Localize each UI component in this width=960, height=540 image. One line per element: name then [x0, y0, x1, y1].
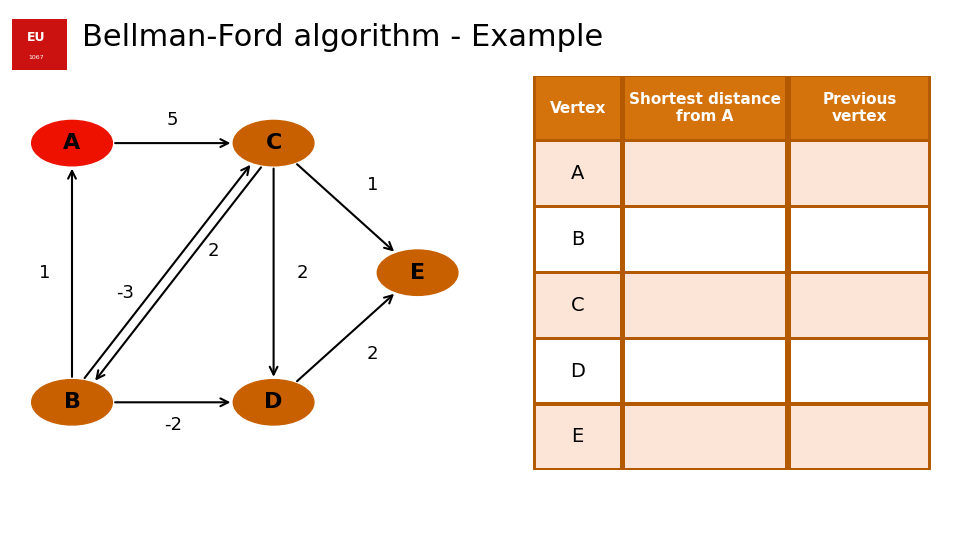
Bar [625, 208, 785, 271]
Text: C: C [265, 133, 282, 153]
Circle shape [32, 380, 112, 425]
Bar [536, 208, 619, 271]
Bar [791, 142, 928, 205]
Circle shape [233, 380, 314, 425]
Text: 1: 1 [367, 176, 378, 194]
Bar [625, 340, 785, 402]
Text: E: E [571, 427, 584, 447]
Bar [791, 274, 928, 336]
Text: Bellman-Ford algorithm - Example: Bellman-Ford algorithm - Example [82, 23, 603, 52]
Text: B: B [63, 392, 81, 413]
Bar [625, 406, 785, 468]
Text: 1: 1 [39, 264, 51, 282]
Bar [625, 77, 785, 139]
Bar [625, 274, 785, 336]
Bar [791, 340, 928, 402]
Text: -2: -2 [164, 416, 181, 434]
Circle shape [32, 120, 112, 166]
Text: A: A [571, 164, 585, 183]
Text: 2: 2 [207, 242, 219, 260]
Text: -3: -3 [116, 284, 133, 302]
Bar [533, 76, 931, 470]
Circle shape [233, 120, 314, 166]
Text: E: E [410, 262, 425, 283]
Text: D: D [264, 392, 283, 413]
Bar [536, 77, 619, 139]
Bar [536, 406, 619, 468]
Text: C: C [571, 296, 585, 315]
Text: B: B [571, 230, 585, 249]
Text: D: D [570, 362, 585, 381]
Bar [791, 77, 928, 139]
Bar [536, 340, 619, 402]
Circle shape [377, 250, 458, 295]
Bar [791, 406, 928, 468]
Bar [625, 142, 785, 205]
Text: Previous
vertex: Previous vertex [823, 92, 897, 124]
Text: 2: 2 [367, 345, 378, 363]
Text: Vertex: Vertex [549, 100, 606, 116]
Bar [791, 208, 928, 271]
Bar [536, 142, 619, 205]
Text: 2: 2 [297, 264, 308, 282]
Text: EU: EU [27, 31, 46, 44]
Bar [536, 274, 619, 336]
Text: 1067: 1067 [29, 55, 44, 60]
Text: 5: 5 [167, 111, 179, 130]
Text: Shortest distance
from A: Shortest distance from A [629, 92, 781, 124]
Text: A: A [63, 133, 81, 153]
